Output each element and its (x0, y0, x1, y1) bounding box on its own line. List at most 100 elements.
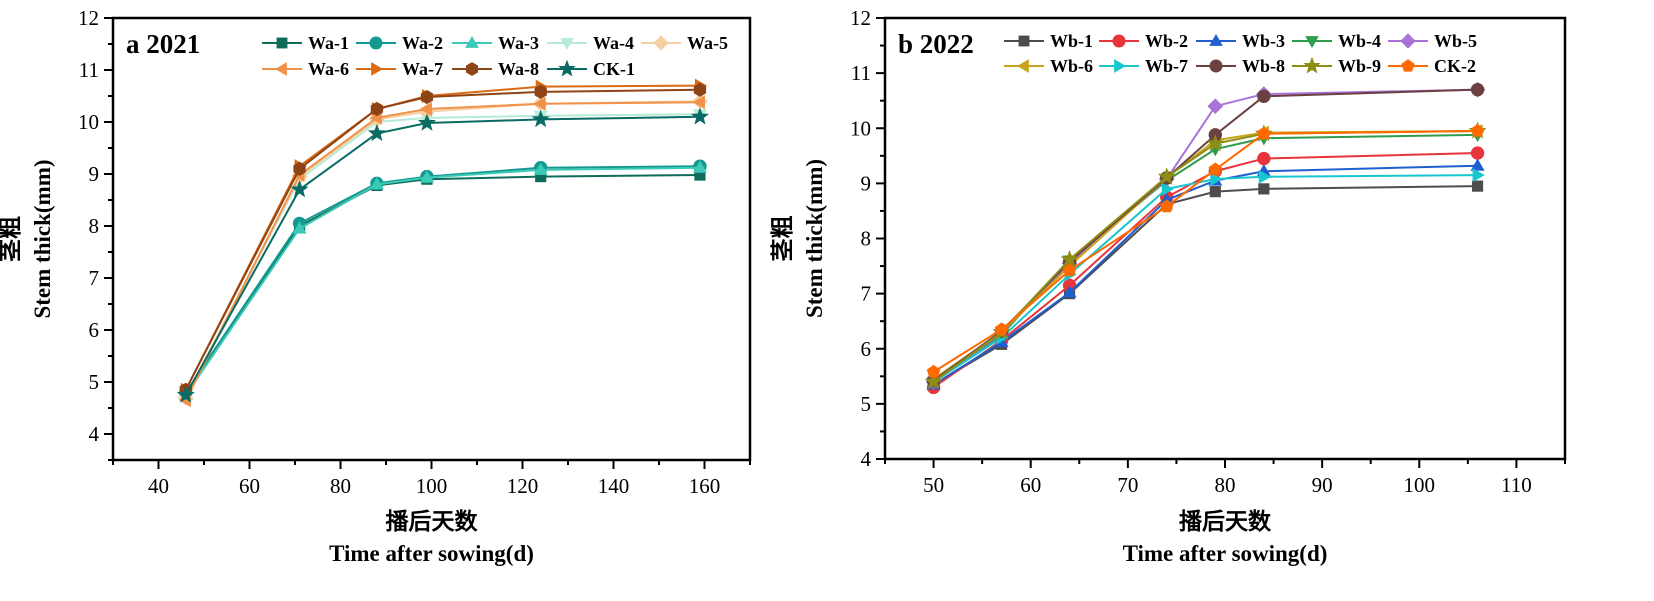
legend-item: Wb-9 (1292, 56, 1381, 76)
series-Wa-6 (178, 95, 705, 408)
y-tick-label: 4 (861, 447, 872, 471)
x-tick-label: 100 (416, 474, 448, 498)
series-line (932, 88, 1478, 382)
x-tick-label: 100 (1404, 473, 1436, 497)
legend-label: Wb-1 (1050, 31, 1093, 51)
legend-swatch-marker (1018, 35, 1030, 47)
data-point (1062, 263, 1077, 277)
series-line (933, 164, 1478, 386)
series-line (184, 174, 700, 395)
legend-item: Wb-7 (1099, 56, 1188, 76)
data-point (1209, 186, 1221, 198)
data-point (1257, 126, 1271, 140)
y-tick-label: 8 (89, 214, 100, 238)
legend-item: CK-1 (547, 59, 635, 79)
series-Wb-1 (927, 180, 1484, 391)
legend-item: Wb-3 (1196, 31, 1285, 51)
x-axis-label-cn: 播后天数 (1179, 509, 1272, 534)
legend-label: Wb-5 (1434, 31, 1477, 51)
x-tick-label: 160 (689, 474, 721, 498)
data-point (692, 160, 707, 173)
series-Wa-2 (179, 159, 707, 400)
series-line (933, 174, 1478, 383)
data-point (293, 161, 306, 176)
legend-swatch-marker (1305, 36, 1319, 48)
legend-item: Wb-8 (1196, 56, 1285, 76)
legend-swatch-marker (1112, 34, 1126, 48)
series-Wb-8 (926, 82, 1485, 388)
data-point (690, 107, 709, 125)
series-Wa-3 (178, 160, 707, 400)
x-tick-label: 110 (1501, 473, 1532, 497)
y-tick-label: 4 (89, 422, 100, 446)
plot-frame (111, 16, 752, 462)
series-Wa-8 (179, 82, 707, 397)
series-CK-1 (176, 107, 709, 403)
y-axis-label: Stem thick(mm) (802, 159, 827, 318)
x-axis-label: Time after sowing(d) (329, 541, 534, 566)
data-point (1157, 167, 1176, 185)
legend-swatch-marker (1209, 34, 1223, 46)
series-Wb-4 (926, 129, 1485, 390)
x-tick-label: 60 (1020, 473, 1041, 497)
y-axis-label: Stem thick(mm) (30, 159, 55, 318)
legend-item: Wb-4 (1292, 31, 1381, 51)
legend-label: Wa-2 (402, 33, 443, 53)
y-axis-label-cn: 茎粗 (769, 216, 795, 262)
series-line (184, 165, 700, 393)
series-line (932, 88, 1478, 383)
y-tick-label: 7 (861, 282, 872, 306)
data-point (693, 82, 707, 97)
data-point (417, 113, 436, 131)
data-point (1470, 123, 1485, 137)
y-tick-label: 10 (850, 116, 871, 140)
data-point (1161, 181, 1174, 196)
legend-item: Wa-3 (452, 33, 539, 53)
y-tick-label: 9 (861, 171, 872, 195)
data-point (290, 180, 309, 198)
data-point (369, 177, 384, 190)
series-line (184, 101, 700, 401)
legend-swatch-marker (276, 37, 288, 49)
legend-swatch-marker (560, 38, 574, 50)
x-tick-label: 50 (923, 473, 944, 497)
legend-swatch-marker (653, 35, 669, 51)
data-point (420, 89, 434, 105)
series-line (184, 115, 700, 396)
legend-swatch-marker (1400, 33, 1416, 49)
x-tick-label: 40 (148, 474, 169, 498)
legend-swatch-marker (275, 62, 287, 76)
panel-label: b 2022 (898, 29, 974, 59)
data-point (1472, 168, 1485, 183)
data-point (533, 162, 548, 175)
series-line (184, 84, 700, 391)
series-Wb-6 (926, 123, 1483, 387)
y-tick-label: 6 (861, 337, 872, 361)
legend-label: Wb-8 (1242, 56, 1285, 76)
series-line (933, 185, 1478, 386)
y-tick-label: 9 (89, 162, 100, 186)
legend-label: CK-2 (1434, 56, 1476, 76)
x-tick-label: 70 (1117, 473, 1138, 497)
legend-label: Wa-5 (687, 33, 728, 53)
x-tick-label: 80 (1215, 473, 1236, 497)
legend-label: Wb-9 (1338, 56, 1381, 76)
legend-item: Wa-6 (262, 59, 349, 79)
legend-swatch-marker (1401, 59, 1415, 72)
x-axis-label-cn: 播后天数 (386, 509, 479, 534)
data-point (1470, 146, 1485, 160)
data-point (994, 322, 1009, 336)
x-tick-label: 60 (239, 474, 260, 498)
data-point (1206, 134, 1225, 152)
data-point (534, 84, 547, 99)
legend-label: Wb-7 (1145, 56, 1188, 76)
legend-swatch-marker (369, 36, 383, 50)
x-tick-label: 140 (598, 474, 630, 498)
legend-label: Wa-7 (402, 59, 443, 79)
x-tick-label: 120 (507, 474, 539, 498)
y-tick-label: 6 (89, 318, 100, 342)
x-tick-label: 90 (1312, 473, 1333, 497)
legend-label: Wa-4 (593, 33, 634, 53)
y-tick-label: 11 (851, 61, 871, 85)
legend-item: Wa-7 (356, 59, 443, 79)
